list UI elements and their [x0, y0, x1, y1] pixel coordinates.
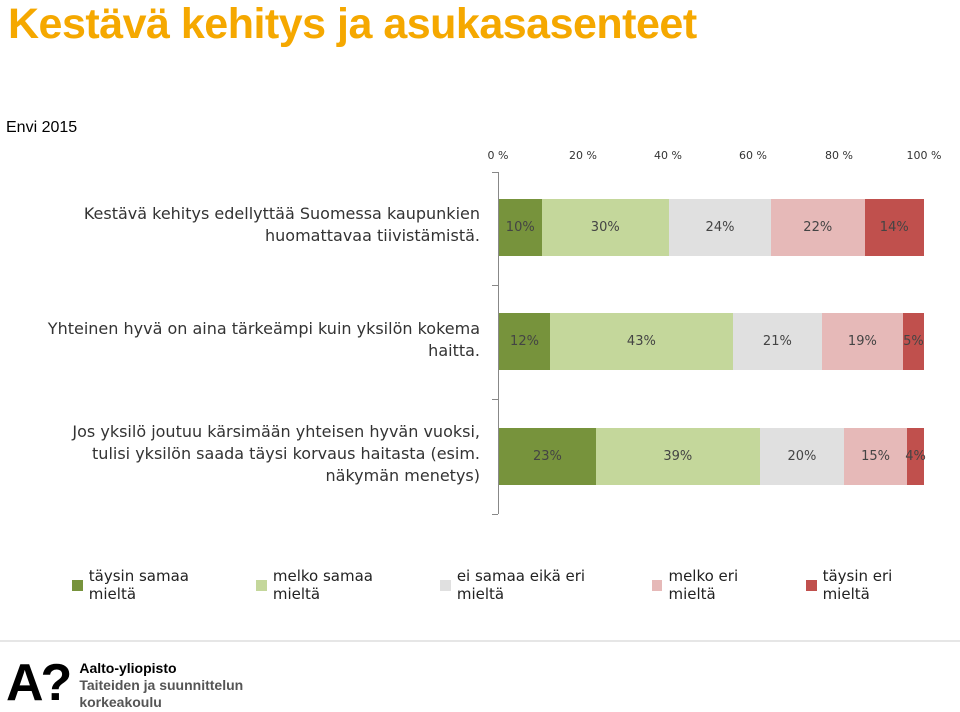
legend-label: ei samaa eikä eri mieltä	[456, 567, 586, 603]
stacked-bar: 12% 43% 21% 19% 5%	[499, 313, 924, 370]
bar-segment: 43%	[550, 313, 733, 370]
bar-segment: 21%	[732, 313, 822, 370]
bar-segment: 4%	[905, 428, 926, 485]
y-axis-tick	[492, 172, 498, 173]
legend-swatch	[651, 579, 663, 591]
bar-segment: 30%	[541, 199, 669, 256]
category-label: Jos yksilö joutuu kärsimään yhteisen hyv…	[72, 421, 480, 487]
aalto-logo-mark: A?	[6, 654, 72, 712]
bar-segment: 22%	[771, 199, 865, 256]
aalto-logo-text: Aalto-yliopisto Taiteiden ja suunnittelu…	[79, 660, 243, 711]
legend-label: täysin eri mieltä	[822, 567, 893, 603]
legend-item: ei samaa eikä eri mieltä	[440, 567, 634, 603]
category-label-line: haitta.	[428, 341, 480, 360]
legend-label: täysin samaa mieltä	[88, 567, 189, 603]
logo-line-3: korkeakoulu	[79, 694, 162, 710]
category-label: Kestävä kehitys edellyttää Suomessa kaup…	[84, 203, 480, 247]
bar-segment: 24%	[669, 199, 771, 256]
legend-swatch	[805, 579, 817, 591]
x-tick-label: 100 %	[906, 149, 942, 162]
y-axis-tick	[492, 514, 498, 515]
bar-segment: 15%	[844, 428, 908, 485]
stacked-bar: 23% 39% 20% 15% 4%	[499, 428, 926, 485]
x-tick-label: 60 %	[739, 149, 767, 162]
category-label: Yhteinen hyvä on aina tärkeämpi kuin yks…	[48, 318, 480, 362]
page-subtitle: Envi 2015	[6, 119, 78, 136]
category-label-line: tulisi yksilön saada täysi korvaus haita…	[92, 444, 480, 463]
bar-segment: 20%	[759, 428, 845, 485]
bar-segment: 10%	[499, 199, 542, 256]
footer-divider	[0, 640, 960, 642]
legend-swatch	[72, 579, 83, 591]
stacked-bar: 10% 30% 24% 22% 14%	[499, 199, 924, 256]
x-tick-label: 80 %	[825, 149, 853, 162]
page-title: Kestävä kehitys ja asukasasenteet	[8, 0, 697, 48]
category-label-line: Kestävä kehitys edellyttää Suomessa kaup…	[83, 204, 480, 223]
bar-segment: 23%	[499, 428, 596, 485]
bar-segment: 14%	[864, 199, 924, 256]
legend-swatch	[256, 579, 267, 591]
logo-line-2: Taiteiden ja suunnittelun	[79, 677, 244, 693]
y-axis-line	[498, 172, 499, 514]
x-tick-label: 20 %	[569, 149, 597, 162]
y-axis-tick	[492, 399, 498, 400]
legend-label: melko eri mieltä	[668, 567, 739, 603]
legend-item: täysin samaa mieltä	[72, 567, 238, 603]
category-label-line: huomattavaa tiivistämistä.	[265, 226, 480, 245]
legend-swatch	[440, 579, 451, 591]
aalto-logo: A? Aalto-yliopisto Taiteiden ja suunnitt…	[6, 654, 243, 712]
bar-segment: 5%	[902, 313, 924, 370]
y-axis-tick	[492, 285, 498, 286]
chart-legend: täysin samaa mieltä melko samaa mieltä ei …	[72, 567, 960, 603]
legend-label: melko samaa mieltä	[272, 567, 373, 603]
legend-item: täysin eri mieltä	[805, 567, 942, 603]
category-label-line: näkymän menetys)	[325, 466, 480, 485]
category-label-line: Yhteinen hyvä on aina tärkeämpi kuin yks…	[47, 319, 480, 338]
logo-line-1: Aalto-yliopisto	[79, 660, 177, 676]
bar-segment: 12%	[499, 313, 550, 370]
legend-item: melko eri mieltä	[651, 567, 788, 603]
category-label-line: Jos yksilö joutuu kärsimään yhteisen hyv…	[72, 422, 480, 441]
x-tick-label: 0 %	[487, 149, 509, 162]
x-tick-label: 40 %	[654, 149, 682, 162]
bar-segment: 19%	[822, 313, 903, 370]
legend-item: melko samaa mieltä	[256, 567, 422, 603]
bar-segment: 39%	[595, 428, 760, 485]
